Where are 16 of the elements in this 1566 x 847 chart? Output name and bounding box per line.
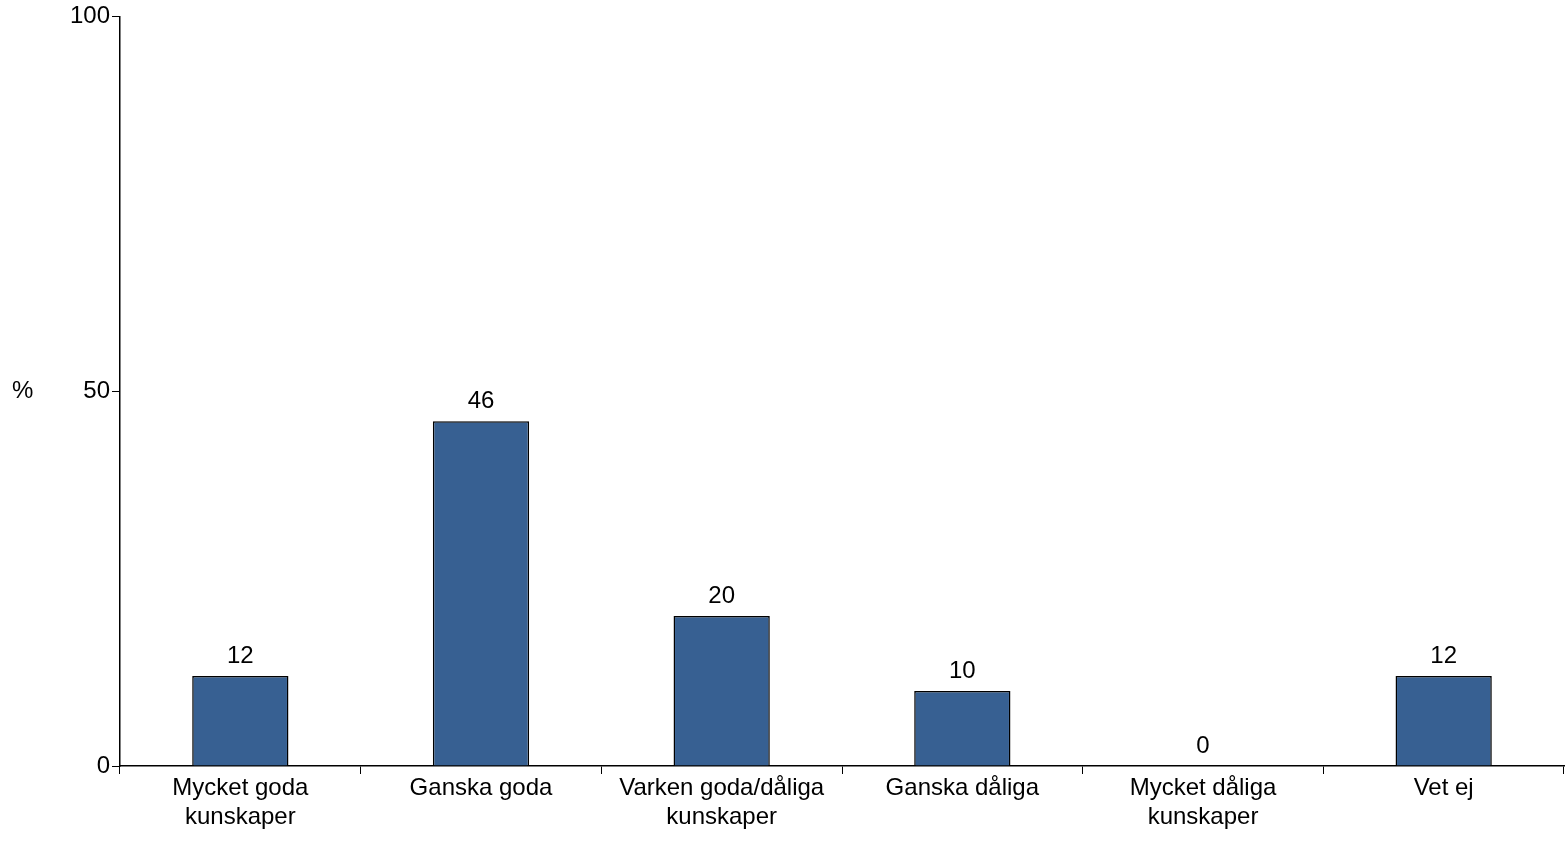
x-tick-label: Mycket goda kunskaper	[172, 773, 310, 829]
data-label: 10	[948, 655, 976, 683]
y-tick-label: 50	[83, 375, 110, 403]
data-label: 12	[226, 640, 254, 668]
x-tick-label: Mycket dåliga kunskaper	[1129, 773, 1278, 829]
data-label: 0	[1196, 730, 1210, 758]
x-tick-label: Ganska dåliga	[885, 773, 1040, 801]
y-axis-title: %	[12, 375, 34, 403]
data-label: 46	[467, 385, 495, 413]
x-tick-label: Ganska goda	[409, 773, 554, 801]
x-tick-label: Vet ej	[1413, 773, 1474, 801]
y-tick-label: 0	[96, 750, 110, 778]
y-tick-label: 100	[69, 1, 110, 29]
x-tick-label: Varken goda/dåliga kunskaper	[619, 773, 825, 829]
data-label: 20	[708, 580, 736, 608]
data-label: 12	[1430, 640, 1458, 668]
